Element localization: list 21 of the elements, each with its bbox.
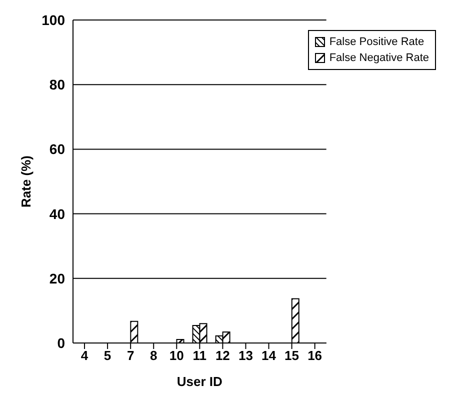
legend-label: False Negative Rate <box>329 51 429 66</box>
x-tick-label: 13 <box>238 348 253 364</box>
x-axis-title: User ID <box>176 374 222 389</box>
x-tick-label: 7 <box>126 348 134 364</box>
x-tick-label: 14 <box>262 348 277 364</box>
legend-label: False Positive Rate <box>329 35 424 50</box>
x-tick-label: 8 <box>150 348 158 364</box>
x-tick-label: 10 <box>169 348 184 364</box>
y-axis-title: Rate (%) <box>18 155 34 208</box>
y-tick-label: 100 <box>42 12 66 28</box>
x-tick-label: 11 <box>192 348 207 364</box>
y-tick-label: 60 <box>49 141 66 158</box>
x-tick-label: 12 <box>215 348 230 364</box>
y-tick-label: 20 <box>49 270 66 286</box>
x-tick-label: 5 <box>104 348 112 364</box>
y-tick-label: 0 <box>57 334 66 351</box>
x-tick-label: 15 <box>284 348 300 364</box>
x-tick-label: 4 <box>80 348 89 364</box>
x-tick-label: 16 <box>308 348 322 364</box>
y-tick-label: 40 <box>49 206 66 222</box>
y-tick-label: 80 <box>49 76 66 93</box>
